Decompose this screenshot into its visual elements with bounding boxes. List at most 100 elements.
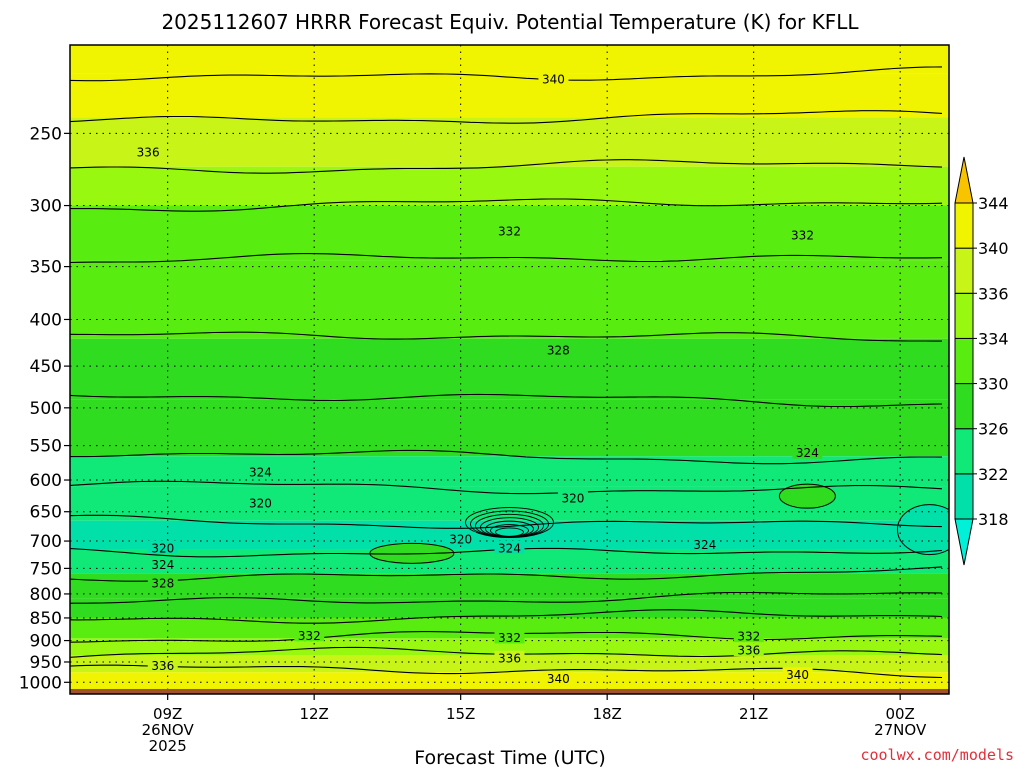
y-tick-label: 600 bbox=[30, 471, 62, 491]
contour-line bbox=[70, 514, 943, 529]
y-tick-label: 700 bbox=[30, 532, 62, 552]
theta-band-334 bbox=[70, 166, 949, 206]
contour-label: 340 bbox=[782, 667, 813, 682]
y-axis: 250 300 350 400 450 500 550 600 650 700 750 800 850 9… bbox=[19, 124, 70, 693]
y-tick-label: 900 bbox=[30, 632, 62, 652]
colorbar-swatch bbox=[954, 337, 974, 385]
y-tick-label: 800 bbox=[30, 585, 62, 605]
contour-line bbox=[70, 591, 943, 604]
contour-label: 320 bbox=[445, 531, 476, 546]
theta-band-340 bbox=[70, 672, 949, 694]
colorbar-tick-label: 340 bbox=[978, 239, 1009, 258]
y-tick-label: 550 bbox=[30, 437, 62, 457]
y-tick-label: 300 bbox=[30, 197, 62, 217]
contour-label-text: 336 bbox=[137, 145, 160, 159]
contour-label-text: 332 bbox=[498, 225, 521, 239]
contour-label-text: 336 bbox=[737, 644, 760, 658]
colorbar-swatch bbox=[954, 247, 974, 294]
colorbar-swatch bbox=[954, 202, 974, 249]
contour-label-text: 336 bbox=[498, 651, 521, 665]
plot-frame bbox=[69, 44, 950, 695]
contour-line bbox=[70, 449, 943, 465]
colorbar-tick-label: 334 bbox=[978, 329, 1009, 348]
contour-label: 328 bbox=[543, 342, 574, 357]
contour-label-text: 324 bbox=[498, 541, 521, 555]
colorbar-tick-label: 344 bbox=[978, 194, 1009, 213]
contour-label: 324 bbox=[689, 537, 720, 552]
ground-surface bbox=[70, 688, 949, 694]
contour-label: 320 bbox=[557, 491, 588, 506]
contour-line bbox=[70, 66, 943, 82]
contour-label-text: 328 bbox=[547, 343, 570, 357]
y-tick-label: 350 bbox=[30, 258, 62, 278]
theta-band-330 bbox=[70, 260, 949, 339]
y-tick-label: 950 bbox=[30, 653, 62, 673]
contour-label-text: 336 bbox=[151, 659, 174, 673]
colorbar-tick-label: 318 bbox=[978, 510, 1009, 529]
contour-label-text: 320 bbox=[249, 497, 272, 511]
contour-label-text: 320 bbox=[449, 532, 472, 546]
contour-label-text: 320 bbox=[151, 541, 174, 555]
contour-label: 328 bbox=[147, 575, 178, 590]
contour-label-text: 332 bbox=[298, 629, 321, 643]
colorbar-swatch bbox=[954, 473, 974, 520]
cold-cell-00z bbox=[896, 504, 949, 556]
y-tick-label: 400 bbox=[30, 310, 62, 330]
contour-label: 324 bbox=[792, 445, 823, 460]
contour-line bbox=[70, 566, 943, 582]
contour-label-text: 324 bbox=[151, 558, 174, 572]
contour-label: 332 bbox=[787, 227, 818, 242]
x-tick-label: 26NOV bbox=[142, 721, 195, 739]
contour-line bbox=[70, 393, 943, 408]
y-tick-label: 650 bbox=[30, 503, 62, 523]
contour-label: 336 bbox=[494, 650, 525, 665]
contour-line bbox=[70, 331, 942, 342]
contour-label: 324 bbox=[245, 465, 276, 480]
x-tick-label: 18Z bbox=[592, 705, 621, 723]
contour-label-text: 324 bbox=[249, 466, 272, 480]
colorbar-under-arrow bbox=[954, 518, 974, 566]
contour-line bbox=[70, 253, 943, 264]
warm-cell-22z bbox=[778, 483, 836, 509]
contour-label: 336 bbox=[733, 643, 764, 658]
contour-label: 332 bbox=[294, 628, 325, 643]
contour-label: 324 bbox=[147, 557, 178, 572]
x-axis-label: Forecast Time (UTC) bbox=[414, 747, 605, 768]
x-tick-label: 00Z bbox=[885, 705, 914, 723]
contour-line bbox=[70, 480, 943, 495]
y-tick-label: 250 bbox=[30, 124, 62, 144]
contour-label: 336 bbox=[147, 658, 178, 673]
contour-label-text: 332 bbox=[737, 630, 760, 644]
x-tick-label: 27NOV bbox=[874, 721, 927, 739]
theta-band-336 bbox=[70, 117, 949, 167]
contour-label-text: 328 bbox=[151, 576, 174, 590]
contour-label: 340 bbox=[543, 671, 574, 686]
contour-label-text: 340 bbox=[542, 73, 565, 87]
contour-line bbox=[70, 159, 943, 174]
colorbar-swatch bbox=[954, 383, 974, 430]
colorbar-tick-label: 326 bbox=[978, 420, 1009, 439]
colorbar-tick-label: 336 bbox=[978, 284, 1009, 303]
theta-band-334 bbox=[70, 638, 949, 656]
contour-label-text: 340 bbox=[547, 672, 570, 686]
theta-band-342 bbox=[70, 45, 949, 74]
colorbar-tick-label: 330 bbox=[978, 375, 1009, 394]
colorbar-swatch bbox=[954, 428, 974, 475]
contour-label-text: 332 bbox=[791, 228, 814, 242]
contour-label: 336 bbox=[133, 144, 164, 159]
colorbar-tick-label: 322 bbox=[978, 465, 1009, 484]
theta-band-328 bbox=[70, 598, 949, 618]
x-tick-label: 12Z bbox=[299, 705, 328, 723]
contour-label-text: 320 bbox=[562, 492, 585, 506]
theta-band-324 bbox=[70, 456, 949, 487]
contour-label-text: 332 bbox=[498, 631, 521, 645]
y-tick-label: 1000 bbox=[19, 673, 62, 693]
contour-label: 340 bbox=[538, 72, 569, 87]
x-tick-label: 15Z bbox=[446, 705, 475, 723]
theta-band-328 bbox=[70, 338, 949, 400]
contour-label: 332 bbox=[494, 224, 525, 239]
contour-line bbox=[70, 198, 943, 212]
y-tick-label: 450 bbox=[30, 357, 62, 377]
